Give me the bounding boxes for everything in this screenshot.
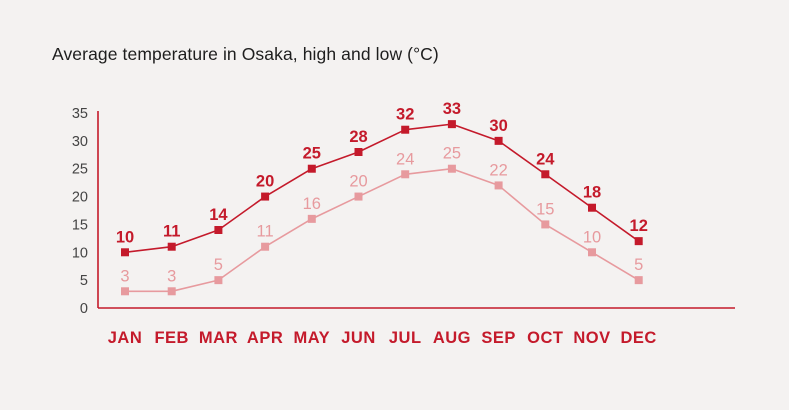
x-axis-ticks: JAN FEB MAR APR MAY JUN JUL AUG SEP OCT NOV DEC	[108, 329, 657, 347]
data-point-low	[447, 164, 456, 173]
data-point-low	[354, 192, 363, 201]
data-point-high	[634, 237, 643, 246]
data-label-low: 16	[303, 195, 321, 213]
data-point-high	[541, 170, 550, 179]
data-label-high: 18	[583, 184, 601, 202]
data-label-high: 12	[630, 217, 648, 235]
x-tick-label: SEP	[481, 329, 516, 347]
x-tick-label: JAN	[108, 329, 143, 347]
data-label-high: 11	[163, 223, 180, 241]
data-point-high	[167, 242, 176, 251]
data-label-low: 25	[443, 145, 461, 163]
chart-title: Average temperature in Osaka, high and l…	[52, 44, 439, 64]
data-point-low	[588, 248, 596, 257]
data-point-low	[261, 242, 270, 251]
x-tick-label: MAY	[293, 329, 330, 347]
data-label-high: 28	[349, 128, 367, 146]
data-point-high	[494, 136, 503, 145]
x-tick-label: APR	[247, 329, 283, 347]
y-tick-label: 35	[72, 106, 88, 122]
data-label-low: 15	[536, 200, 554, 218]
data-label-low: 22	[489, 161, 507, 179]
y-axis-ticks: 0 5 10 15 20 25 30 35	[72, 106, 88, 317]
data-label-low: 10	[583, 228, 601, 246]
y-tick-label: 20	[72, 190, 88, 206]
x-tick-label: FEB	[154, 329, 189, 347]
chart-axes	[97, 111, 735, 309]
y-tick-label: 5	[80, 273, 88, 289]
data-label-low: 3	[120, 267, 129, 285]
data-point-low	[167, 287, 176, 296]
x-tick-label: DEC	[621, 329, 657, 347]
data-label-low: 11	[257, 223, 274, 241]
data-label-low: 20	[349, 173, 367, 191]
chart-series	[121, 120, 643, 296]
y-tick-label: 25	[72, 162, 88, 178]
data-label-high: 14	[209, 206, 228, 224]
series-line-high	[124, 123, 640, 254]
data-label-low: 5	[214, 256, 223, 274]
x-tick-label: JUN	[341, 329, 376, 347]
data-label-low: 24	[396, 150, 414, 168]
data-label-high: 20	[256, 173, 274, 191]
data-point-high	[354, 148, 363, 156]
data-point-low	[121, 287, 129, 296]
data-label-low: 3	[167, 267, 176, 285]
y-tick-label: 30	[72, 134, 88, 150]
data-point-high	[307, 164, 316, 173]
data-point-high	[588, 203, 596, 212]
x-tick-label: AUG	[433, 329, 471, 347]
data-point-low	[307, 214, 316, 223]
x-tick-label: MAR	[199, 329, 238, 347]
data-point-low	[634, 276, 643, 285]
y-tick-label: 0	[80, 301, 88, 317]
y-tick-label: 15	[72, 217, 88, 233]
data-label-high: 30	[489, 117, 507, 135]
data-point-low	[494, 181, 503, 190]
data-point-low	[214, 276, 223, 285]
data-point-high	[121, 248, 129, 257]
data-point-low	[401, 170, 410, 179]
data-point-high	[214, 226, 223, 234]
data-label-low: 5	[634, 256, 643, 274]
data-label-high: 10	[116, 228, 134, 246]
x-tick-label: NOV	[573, 329, 610, 347]
data-label-high: 24	[536, 150, 555, 168]
x-tick-label: JUL	[389, 329, 422, 347]
data-point-low	[541, 220, 550, 229]
data-point-high	[261, 192, 270, 201]
y-tick-label: 10	[72, 245, 88, 261]
data-point-high	[401, 125, 410, 134]
series-line-low	[125, 167, 640, 293]
x-tick-label: OCT	[527, 329, 563, 347]
data-label-high: 25	[303, 145, 321, 163]
data-point-high	[447, 120, 456, 129]
data-label-high: 33	[443, 100, 461, 118]
data-label-high: 32	[396, 106, 414, 124]
